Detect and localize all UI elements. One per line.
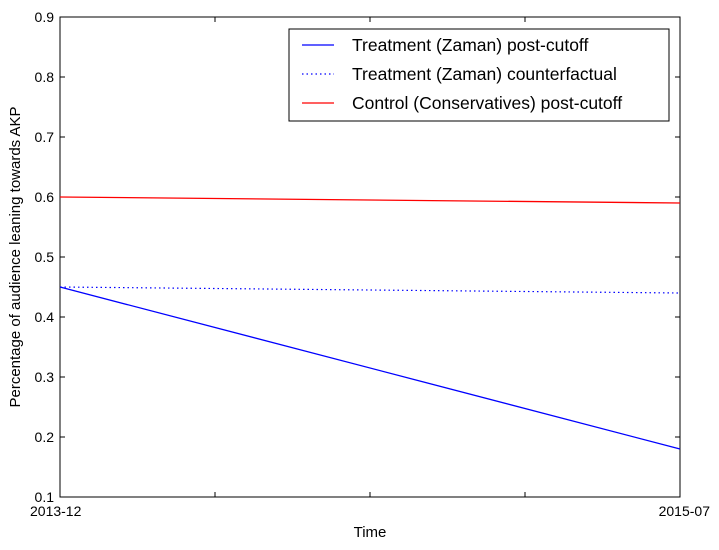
series-layer bbox=[59, 196, 681, 450]
legend-label: Control (Conservatives) post-cutoff bbox=[352, 93, 622, 113]
y-tick-label: 0.2 bbox=[35, 429, 55, 445]
y-tick-label: 0.8 bbox=[35, 69, 55, 85]
y-tick-label: 0.5 bbox=[35, 249, 55, 265]
y-tick-label: 0.9 bbox=[35, 9, 55, 25]
x-axis-label: Time bbox=[354, 524, 387, 541]
series-line-2 bbox=[59, 286, 681, 294]
legend: Treatment (Zaman) post-cutoff Treatment (… bbox=[288, 28, 670, 122]
legend-label: Treatment (Zaman) post-cutoff bbox=[352, 35, 588, 55]
x-tick-label: 2015-07 bbox=[659, 503, 711, 519]
legend-label: Treatment (Zaman) counterfactual bbox=[352, 64, 617, 84]
plot-area: 0.1 0.2 0.3 0.4 0.5 0.6 0.7 0.8 0.9 2013-12 2015-0… bbox=[30, 9, 710, 519]
y-tick-label: 0.7 bbox=[35, 129, 55, 145]
y-axis-label: Percentage of audience leaning towards A… bbox=[7, 106, 24, 407]
y-tick-label: 0.1 bbox=[35, 489, 55, 505]
x-tick-label: 2013-12 bbox=[30, 503, 82, 519]
legend-box bbox=[288, 28, 670, 122]
series-line-3 bbox=[59, 196, 681, 204]
series-line-1 bbox=[59, 286, 681, 450]
y-tick-label: 0.4 bbox=[35, 309, 55, 325]
y-tick-label: 0.6 bbox=[35, 189, 55, 205]
y-tick-label: 0.3 bbox=[35, 369, 55, 385]
